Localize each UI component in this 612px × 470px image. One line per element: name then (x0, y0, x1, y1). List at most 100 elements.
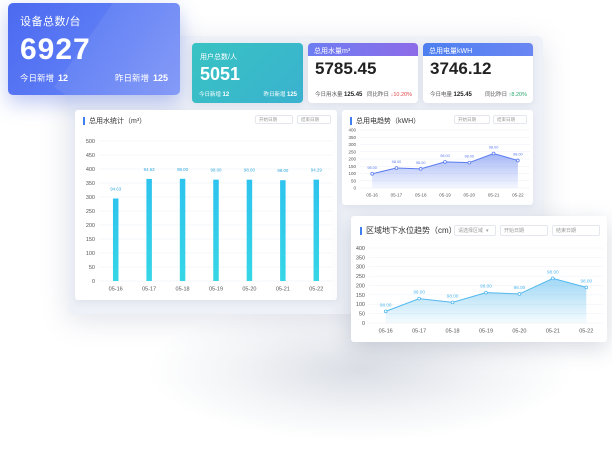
y-tick-label: 150 (348, 164, 356, 169)
data-label: 98.00 (547, 269, 559, 274)
water-stats-panel: 总用水统计（m³） 开始日期 结束日期 0 50 100 150 200 250 300 35… (75, 110, 337, 300)
x-tick-label: 05-18 (446, 329, 460, 335)
x-tick-label: 05-16 (366, 193, 378, 198)
area-fill (385, 278, 587, 323)
level-end-date-input[interactable]: 结束日期 (552, 225, 600, 236)
y-tick-label: 0 (92, 279, 95, 285)
power-total-title: 总用电量kWH (423, 43, 533, 56)
data-label: 94.29 (311, 168, 323, 173)
device-total-sub: 今日新增 12 昨日新增 125 (20, 72, 168, 84)
bar (213, 179, 219, 281)
x-tick-label: 05-20 (512, 329, 526, 335)
x-tick-label: 05-22 (512, 193, 524, 198)
y-tick-label: 150 (86, 237, 95, 243)
y-tick-label: 450 (86, 153, 95, 159)
x-tick-label: 05-19 (209, 287, 223, 293)
y-tick-label: 250 (356, 274, 365, 280)
x-tick-label: 05-20 (464, 193, 476, 198)
y-tick-label: 200 (356, 283, 365, 289)
water-total-value: 5785.45 (315, 59, 377, 78)
data-label: 98.00 (514, 285, 526, 290)
level-start-date-input[interactable]: 开始日期 (500, 225, 548, 236)
up-arrow-icon: ↑ (508, 92, 512, 98)
x-tick-label: 05-18 (415, 193, 427, 198)
groundwater-area-chart: 0 50 100 150 200 250 300 350 400 05-16 05-17 05-18 0… (356, 246, 603, 335)
bar (246, 179, 253, 281)
data-point (584, 285, 589, 290)
user-total-value: 5051 (200, 64, 241, 84)
x-tick-label: 05-19 (479, 329, 493, 335)
data-point (370, 171, 374, 176)
chevron-down-icon: ▾ (486, 227, 489, 234)
x-tick-label: 05-20 (242, 287, 256, 293)
x-tick-label: 05-16 (379, 329, 393, 335)
y-tick-label: 400 (86, 167, 95, 173)
y-tick-label: 50 (351, 178, 357, 183)
data-point (551, 276, 555, 281)
power-end-date-input[interactable]: 结束日期 (493, 115, 527, 124)
power-total-foot: 今日电量 125.45 同比昨日 ↑8.20% (430, 92, 527, 98)
device-total-value: 6927 (20, 33, 91, 66)
x-tick-label: 05-17 (142, 287, 156, 293)
data-point (491, 151, 496, 156)
water-stats-title: 总用水统计（m³） (83, 116, 146, 126)
power-start-date-input[interactable]: 开始日期 (454, 115, 490, 124)
y-tick-label: 300 (86, 195, 95, 201)
x-tick-label: 05-18 (176, 287, 190, 293)
data-label: 98.00 (177, 167, 189, 172)
data-label: 98.00 (392, 160, 402, 164)
data-label: 98.00 (413, 290, 425, 295)
power-total-card[interactable]: 总用电量kWH 3746.12 今日电量 125.45 同比昨日 ↑8.20% (423, 43, 533, 103)
x-tick-label: 05-21 (546, 329, 560, 335)
data-label: 98.00 (277, 168, 289, 173)
y-tick-label: 250 (348, 149, 356, 154)
user-total-title: 用户总数/人 (200, 54, 237, 61)
device-today: 今日新增 12 (20, 73, 69, 83)
data-label: 98.00 (513, 152, 523, 156)
data-label: 98.00 (211, 168, 223, 173)
bar (280, 180, 286, 281)
title-accent-bar (350, 117, 352, 125)
data-point (394, 166, 399, 170)
bar (112, 198, 119, 281)
data-label: 98.00 (480, 284, 492, 289)
title-accent-bar (360, 226, 362, 235)
x-tick-label: 05-21 (488, 193, 500, 198)
x-tick-label: 05-21 (276, 287, 290, 293)
x-tick-label: 05-22 (309, 287, 323, 293)
power-trend-panel: 总用电趋势（kWH） 开始日期 结束日期 0 50 100 150 200 250 300 3… (342, 110, 533, 205)
water-end-date-input[interactable]: 结束日期 (297, 115, 331, 124)
y-tick-label: 500 (86, 139, 95, 145)
groundwater-trend-title: 区域地下水位趋势（cm） (360, 225, 457, 236)
region-select[interactable]: 请选择区域 ▾ (454, 225, 496, 236)
data-label: 98.00 (440, 154, 450, 158)
y-tick-label: 350 (348, 135, 356, 140)
data-label: 98.00 (244, 168, 256, 173)
user-total-foot: 今日新增 12 昨日新增 125 (199, 92, 297, 98)
data-label: 98.00 (367, 166, 377, 170)
data-point (383, 309, 388, 314)
water-total-card[interactable]: 总用水量m³ 5785.45 今日用水量 125.45 同比昨日 ↓10.20% (308, 43, 418, 103)
y-tick-label: 50 (89, 265, 95, 271)
y-tick-label: 250 (86, 209, 95, 215)
water-start-date-input[interactable]: 开始日期 (255, 115, 293, 124)
y-tick-label: 200 (86, 223, 95, 229)
y-tick-label: 150 (356, 293, 365, 299)
data-label: 94.63 (144, 167, 156, 172)
data-point (484, 290, 488, 295)
down-arrow-icon: ↓ (390, 92, 394, 98)
water-total-title: 总用水量m³ (308, 43, 418, 56)
title-accent-bar (83, 117, 85, 125)
y-tick-label: 300 (348, 142, 356, 147)
user-total-card[interactable]: 用户总数/人 5051 今日新增 12 昨日新增 125 (192, 43, 303, 103)
y-tick-label: 400 (356, 246, 365, 252)
device-yesterday: 昨日新增 125 (114, 73, 168, 83)
power-area-chart: 0 50 100 150 200 250 300 350 400 05-16 05-17 05-18 0… (348, 128, 530, 198)
water-bar-chart: 0 50 100 150 200 250 300 350 400 450 500 05-16 05-17… (86, 139, 333, 293)
device-total-card[interactable]: 设备总数/台 6927 今日新增 12 昨日新增 125 (8, 3, 180, 95)
data-label: 98.00 (465, 155, 475, 159)
y-tick-label: 100 (356, 302, 365, 308)
y-tick-label: 300 (356, 265, 365, 271)
bar (146, 178, 152, 281)
x-tick-label: 05-22 (579, 329, 593, 335)
